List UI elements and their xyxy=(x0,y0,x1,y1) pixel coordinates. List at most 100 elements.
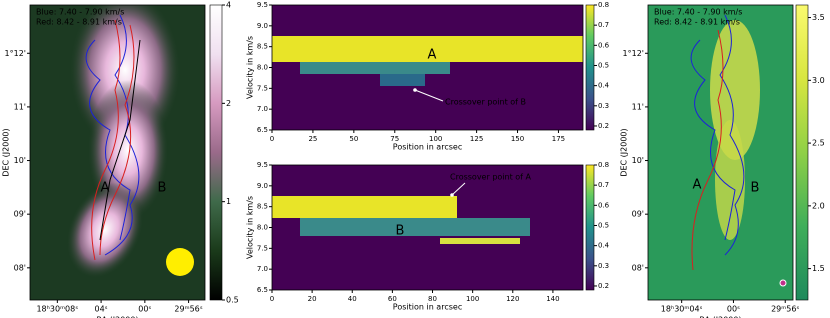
y-tick-label: 9.5 xyxy=(257,161,268,169)
x-tick-label: 50 xyxy=(349,135,358,143)
annotation: Red: 8.42 - 8.91 km/s xyxy=(36,18,122,27)
annotation: Crossover point of B xyxy=(445,98,526,107)
colorbar-tick-label: 1 xyxy=(226,197,231,206)
colorbar-tick-label: 4 xyxy=(226,1,231,10)
y-tick-label: 09' xyxy=(632,210,644,219)
axes-frame xyxy=(29,4,206,301)
y-tick-label: 6.5 xyxy=(257,126,268,134)
x-tick-label: 125 xyxy=(470,135,483,143)
colorbar-tick-label: 0.4 xyxy=(598,242,610,250)
arrow-head xyxy=(413,88,417,92)
y-tick-label: 1°12' xyxy=(623,49,644,58)
x-tick-label: 18ʰ30ᵐ04ˢ xyxy=(661,305,703,314)
y-tick-label: 6.5 xyxy=(257,286,268,294)
map-image xyxy=(30,5,205,300)
y-axis-label: DEC (J2000) xyxy=(2,128,11,176)
colorbar xyxy=(209,4,223,301)
y-tick-label: 8.5 xyxy=(257,43,268,51)
colorbar xyxy=(585,164,595,291)
x-tick-label: 120 xyxy=(506,295,519,303)
colorbar-tick-label: 0.3 xyxy=(598,102,609,110)
y-tick-label: 8.5 xyxy=(257,203,268,211)
map-image xyxy=(648,5,793,300)
axes-frame xyxy=(647,4,794,301)
x-axis-label: Position in arcsec xyxy=(393,143,462,152)
y-tick-label: 1°12' xyxy=(5,49,26,58)
annotation: A xyxy=(693,178,702,193)
x-tick-label: 80 xyxy=(428,295,437,303)
colorbar-tick-label: 1.5 xyxy=(812,264,825,273)
y-tick-label: 8.0 xyxy=(257,64,268,72)
annotation: Blue: 7.40 - 7.90 km/s xyxy=(654,8,742,17)
y-tick-label: 09' xyxy=(14,210,26,219)
colorbar-tick-label: 0.7 xyxy=(598,21,609,29)
colorbar-tick-label: 2 xyxy=(226,99,231,108)
x-axis-label: RA (J2000) xyxy=(699,316,741,318)
y-axis-label: Velocity in km/s xyxy=(246,36,255,99)
annotation: A xyxy=(428,48,437,63)
x-tick-label: 25 xyxy=(308,135,317,143)
x-axis-label: Position in arcsec xyxy=(393,303,462,312)
colorbar xyxy=(585,4,595,131)
colorbar-tick-label: 2.0 xyxy=(812,201,825,210)
y-tick-label: 7.0 xyxy=(257,265,268,273)
y-tick-label: 7.5 xyxy=(257,244,268,252)
annotation: A xyxy=(101,181,110,196)
x-tick-label: 29ᵐ56ˢ xyxy=(771,305,799,314)
colorbar-tick-label: 0.8 xyxy=(598,161,609,169)
colorbar-tick-label: 3.0 xyxy=(812,76,825,85)
annotation: Crossover point of A xyxy=(450,173,532,182)
y-axis-label: Velocity in km/s xyxy=(246,196,255,259)
colorbar-tick-label: 2.5 xyxy=(812,139,825,148)
colorbar-tick-label: 0.8 xyxy=(598,1,609,9)
arrow xyxy=(414,89,444,102)
annotation: Blue: 7.40 - 7.90 km/s xyxy=(36,8,124,17)
x-tick-label: 175 xyxy=(552,135,565,143)
colorbar-tick-label: 0.2 xyxy=(598,282,609,290)
x-tick-label: 75 xyxy=(390,135,399,143)
y-tick-label: 9.5 xyxy=(257,1,268,9)
y-tick-label: 10' xyxy=(632,156,644,165)
colorbar-tick-label: 0.4 xyxy=(598,82,610,90)
y-tick-label: 10' xyxy=(14,156,26,165)
x-tick-label: 00ˢ xyxy=(727,305,740,314)
colorbar-tick-label: 0.5 xyxy=(598,221,609,229)
colorbar-tick-label: 0.5 xyxy=(226,296,239,305)
annotation: B xyxy=(158,181,167,196)
colorbar-tick-label: 0.6 xyxy=(598,41,610,49)
colorbar-tick-label: 0.6 xyxy=(598,201,610,209)
annotation: Red: 8.42 - 8.91 km/s xyxy=(654,18,740,27)
colorbar-tick-label: 3.5 xyxy=(812,13,825,22)
x-tick-label: 140 xyxy=(546,295,559,303)
x-axis-label: RA (J2000) xyxy=(96,316,138,318)
x-tick-label: 60 xyxy=(388,295,397,303)
y-tick-label: 08' xyxy=(632,263,644,272)
x-tick-label: 0 xyxy=(270,295,274,303)
x-tick-label: 150 xyxy=(511,135,524,143)
arrow-head xyxy=(450,193,454,197)
x-tick-label: 20 xyxy=(308,295,317,303)
colorbar-tick-label: 0.5 xyxy=(598,61,609,69)
colorbar-tick-label: 0.2 xyxy=(598,122,609,130)
x-tick-label: 04ˢ xyxy=(95,305,108,314)
y-axis-label: DEC (J2000) xyxy=(620,128,629,176)
x-tick-label: 40 xyxy=(348,295,357,303)
y-tick-label: 9.0 xyxy=(257,182,268,190)
y-tick-label: 7.0 xyxy=(257,105,268,113)
annotation: B xyxy=(751,181,760,196)
y-tick-label: 9.0 xyxy=(257,22,268,30)
arrow xyxy=(451,182,466,196)
annotation: B xyxy=(396,224,405,239)
y-tick-label: 11' xyxy=(14,102,26,111)
colorbar-tick-label: 0.7 xyxy=(598,181,609,189)
x-tick-label: 0 xyxy=(270,135,274,143)
y-tick-label: 08' xyxy=(14,263,26,272)
y-tick-label: 11' xyxy=(632,102,644,111)
x-tick-label: 18ʰ30ᵐ08ˢ xyxy=(36,305,78,314)
x-tick-label: 100 xyxy=(466,295,479,303)
x-tick-label: 29ᵐ56ˢ xyxy=(174,305,202,314)
x-tick-label: 00ˢ xyxy=(138,305,151,314)
colorbar xyxy=(795,4,809,301)
y-tick-label: 7.5 xyxy=(257,84,268,92)
